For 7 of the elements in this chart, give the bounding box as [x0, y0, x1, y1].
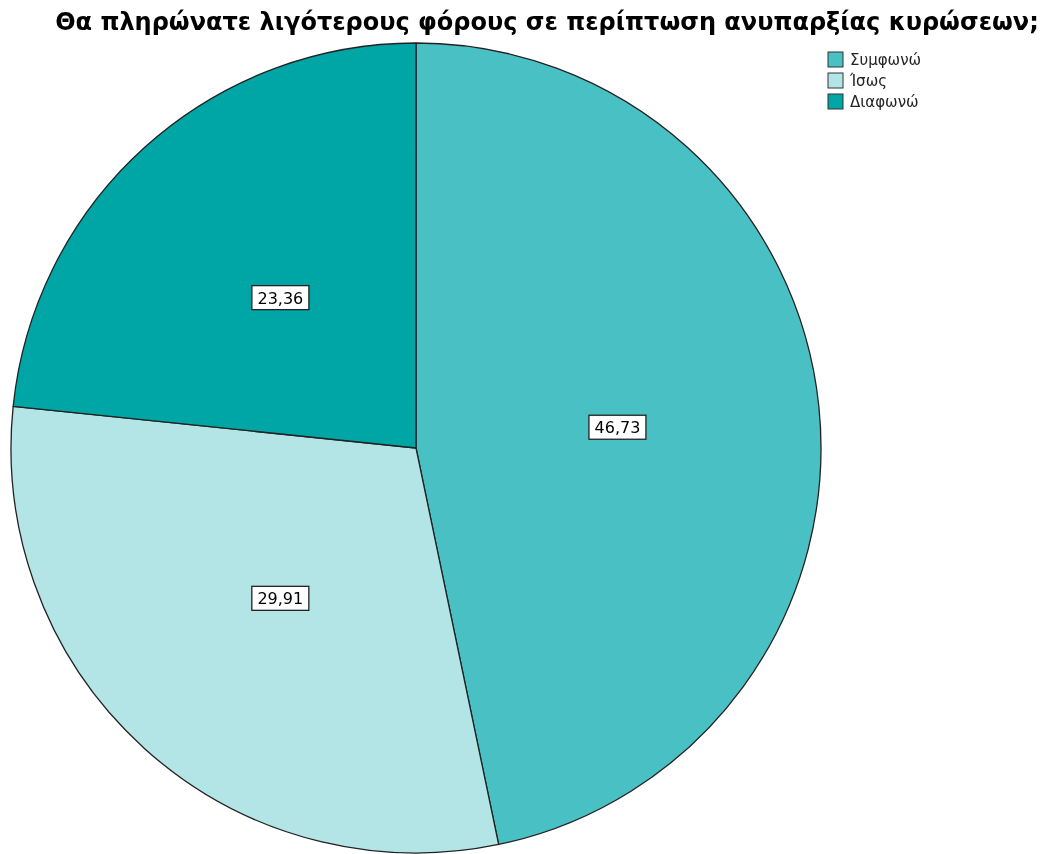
legend-label: Ίσως — [849, 72, 887, 90]
data-label: 46,73 — [594, 418, 641, 438]
data-label: 23,36 — [257, 288, 304, 308]
chart-title: Θα πληρώνατε λιγότερους φόρους σε περίπτωση ανυπαρξίας κυρώσεων; — [55, 8, 1039, 36]
data-label: 29,91 — [257, 589, 304, 609]
legend-label: Διαφωνώ — [850, 93, 919, 111]
legend-label: Συμφωνώ — [850, 51, 922, 69]
